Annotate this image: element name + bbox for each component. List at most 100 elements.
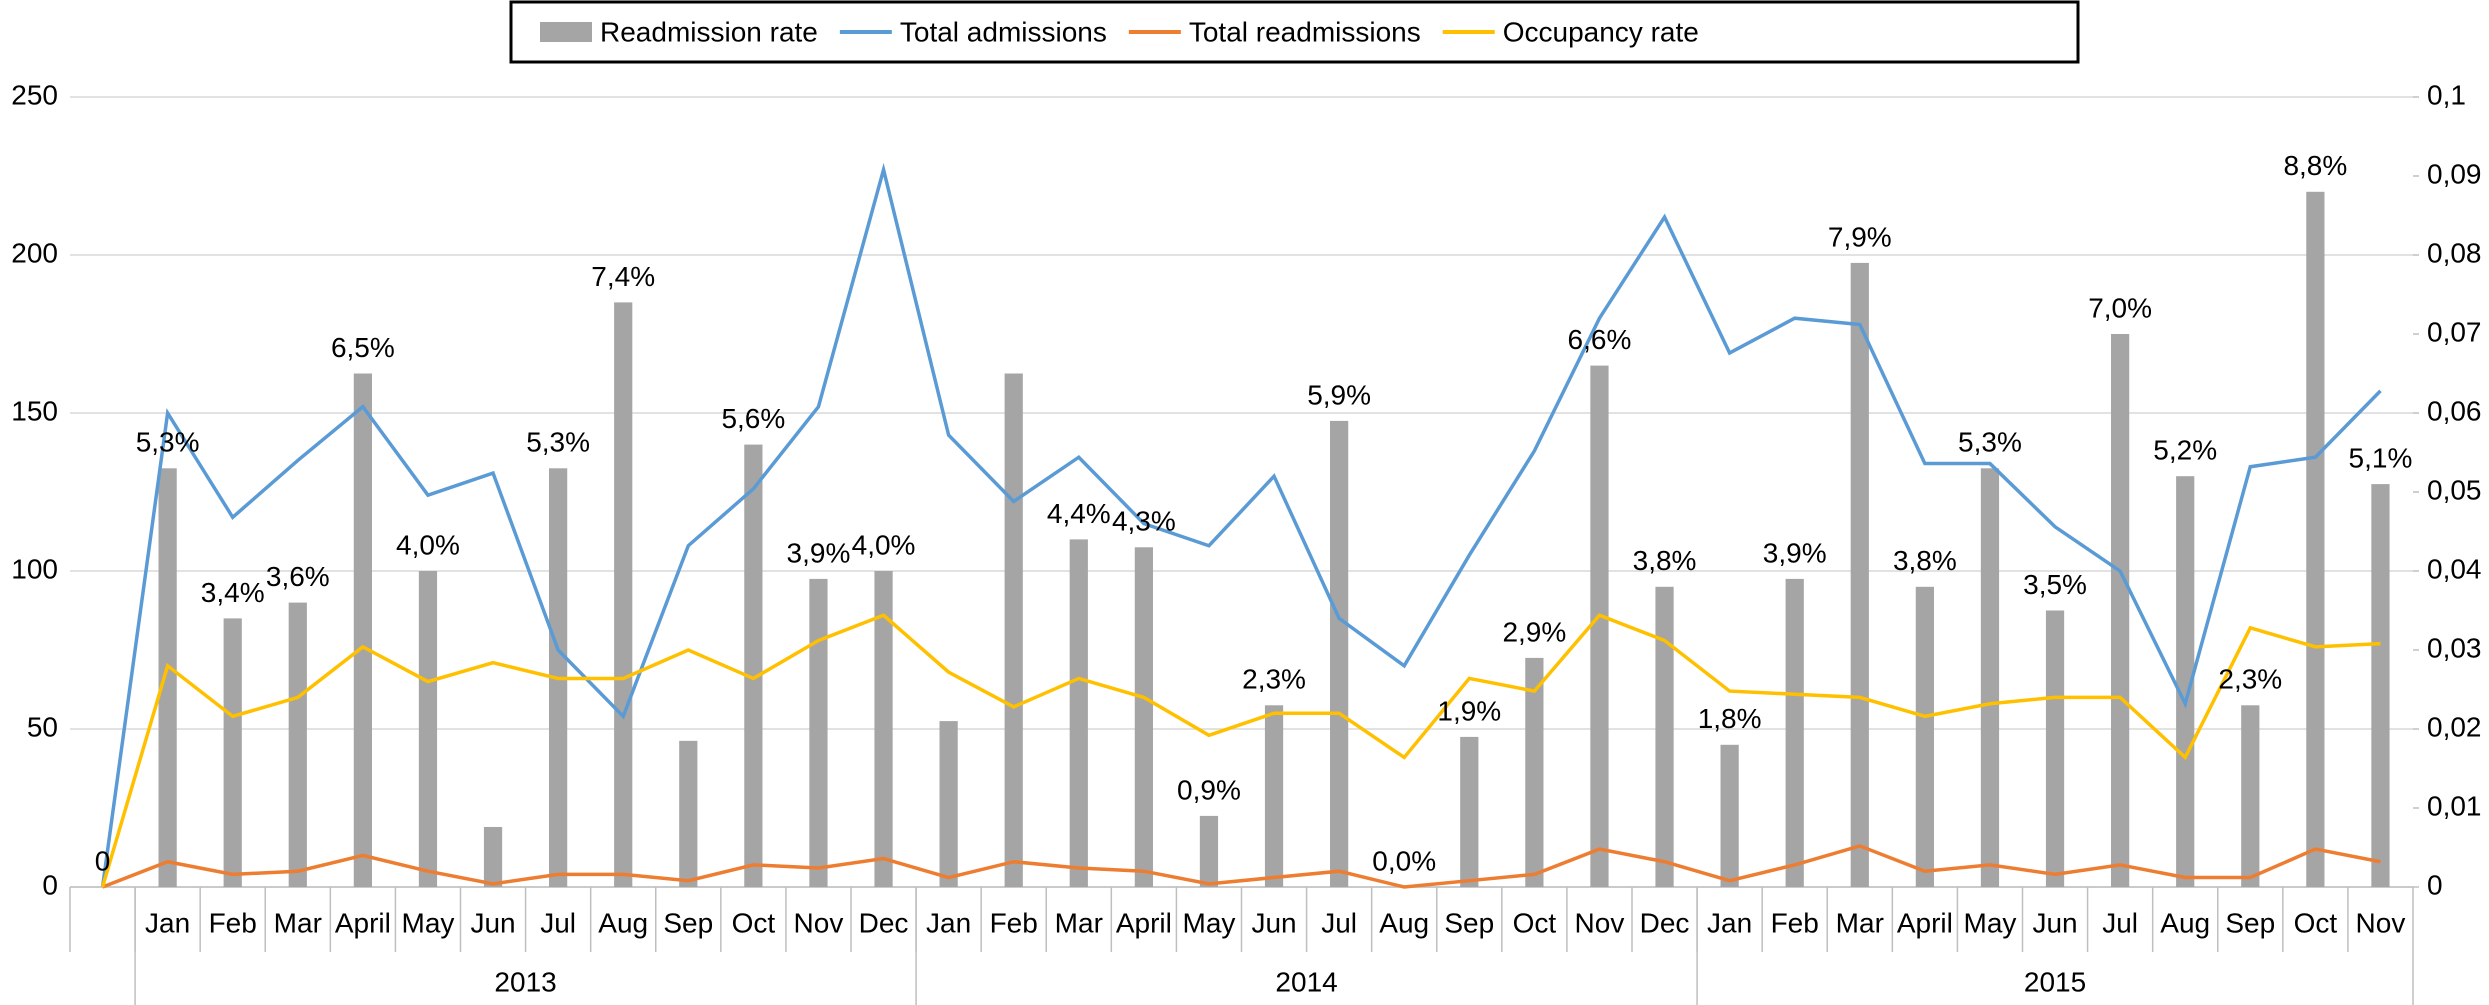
data-label: 8,8% <box>2283 150 2347 181</box>
bar <box>1199 815 1219 887</box>
bar <box>353 373 372 887</box>
y-tick-label: 50 <box>27 711 58 742</box>
data-label: 7,0% <box>2088 292 2152 323</box>
data-label: 4,3% <box>1112 506 1176 537</box>
x-tick-label: Jul <box>2102 907 2138 938</box>
x-tick-label: Jan <box>926 907 971 938</box>
bar <box>2371 484 2390 887</box>
data-label: 2,3% <box>1242 664 1306 695</box>
x-tick-label: Jun <box>2032 907 2077 938</box>
bar <box>158 468 177 887</box>
data-label: 0 <box>95 845 111 876</box>
bar <box>1330 420 1349 887</box>
x-tick-label: Dec <box>859 907 909 938</box>
bar <box>1460 736 1479 887</box>
bar <box>2045 610 2065 887</box>
y2-tick-label: 0,1 <box>2427 79 2466 110</box>
data-label: 3,9% <box>1763 537 1827 568</box>
data-label: 5,6% <box>721 403 785 434</box>
y-tick-label: 0 <box>42 869 58 900</box>
x-tick-label: Jun <box>470 907 515 938</box>
data-label: 0,0% <box>1372 845 1436 876</box>
legend-label: Total readmissions <box>1189 16 1421 47</box>
x-tick-label: Mar <box>274 907 322 938</box>
data-label: 7,9% <box>1828 221 1892 252</box>
x-tick-label: May <box>1183 907 1236 938</box>
bar <box>614 302 633 887</box>
y2-tick-label: 0 <box>2427 869 2443 900</box>
data-label: 4,0% <box>852 529 916 560</box>
bar <box>744 444 763 887</box>
y-tick-label: 250 <box>11 79 58 110</box>
data-label: 3,5% <box>2023 569 2087 600</box>
bar <box>679 740 698 887</box>
bar <box>809 578 828 887</box>
x-tick-label: April <box>1897 907 1953 938</box>
x-tick-label: Feb <box>209 907 257 938</box>
y2-tick-label: 0,02 <box>2427 711 2482 742</box>
bar <box>1134 547 1153 887</box>
data-label: 7,4% <box>591 261 655 292</box>
bar <box>483 826 503 887</box>
group-label: 2013 <box>494 966 556 997</box>
data-label: 5,3% <box>1958 427 2022 458</box>
x-tick-label: Oct <box>732 907 776 938</box>
legend-label: Readmission rate <box>600 16 818 47</box>
data-label: 0,9% <box>1177 774 1241 805</box>
line <box>100 162 2382 888</box>
data-label: 5,1% <box>2349 442 2413 473</box>
x-tick-label: Jan <box>1707 907 1752 938</box>
x-tick-label: Mar <box>1836 907 1884 938</box>
data-label: 3,8% <box>1633 545 1697 576</box>
data-label: 3,4% <box>201 577 265 608</box>
legend-label: Occupancy rate <box>1503 16 1699 47</box>
y2-tick-label: 0,03 <box>2427 632 2482 663</box>
bar <box>1980 468 2000 887</box>
data-label: 6,5% <box>331 332 395 363</box>
bar <box>223 618 242 887</box>
x-tick-label: Dec <box>1640 907 1690 938</box>
x-tick-label: Jul <box>540 907 576 938</box>
y-tick-label: 100 <box>11 553 58 584</box>
bar <box>874 571 893 887</box>
x-tick-label: April <box>1116 907 1172 938</box>
line <box>100 613 2381 888</box>
data-label: 1,9% <box>1437 695 1501 726</box>
data-label: 2,9% <box>1502 616 1566 647</box>
x-tick-label: Jun <box>1251 907 1296 938</box>
bar <box>2241 705 2260 887</box>
data-label: 4,0% <box>396 529 460 560</box>
x-tick-label: Aug <box>2160 907 2210 938</box>
bar <box>1655 586 1674 887</box>
x-tick-label: Sep <box>2225 907 2275 938</box>
x-tick-label: Aug <box>1379 907 1429 938</box>
bar <box>288 602 307 887</box>
bar <box>1525 657 1544 887</box>
data-label: 5,2% <box>2153 435 2217 466</box>
x-tick-label: Aug <box>598 907 648 938</box>
data-label: 5,3% <box>136 427 200 458</box>
bar <box>1004 373 1023 887</box>
y2-tick-label: 0,08 <box>2427 237 2482 268</box>
x-tick-label: Sep <box>1444 907 1494 938</box>
bar <box>1590 365 1609 888</box>
legend-box <box>509 0 2080 64</box>
x-tick-label: Nov <box>2356 907 2406 938</box>
bar <box>2306 191 2325 888</box>
y-tick-label: 150 <box>11 395 58 426</box>
y2-tick-label: 0,06 <box>2427 395 2482 426</box>
y-tick-label: 200 <box>11 237 58 268</box>
y2-tick-label: 0,05 <box>2427 474 2482 505</box>
data-label: 4,4% <box>1047 498 1111 529</box>
x-tick-label: Sep <box>663 907 713 938</box>
x-tick-label: Nov <box>794 907 844 938</box>
data-label: 5,9% <box>1307 379 1371 410</box>
data-label: 3,6% <box>266 561 330 592</box>
bar <box>1069 539 1088 887</box>
legend-label: Total admissions <box>900 16 1107 47</box>
bar <box>2111 334 2130 887</box>
group-label: 2014 <box>1275 966 1337 997</box>
x-tick-label: Oct <box>2294 907 2338 938</box>
legend-swatch <box>540 22 592 42</box>
